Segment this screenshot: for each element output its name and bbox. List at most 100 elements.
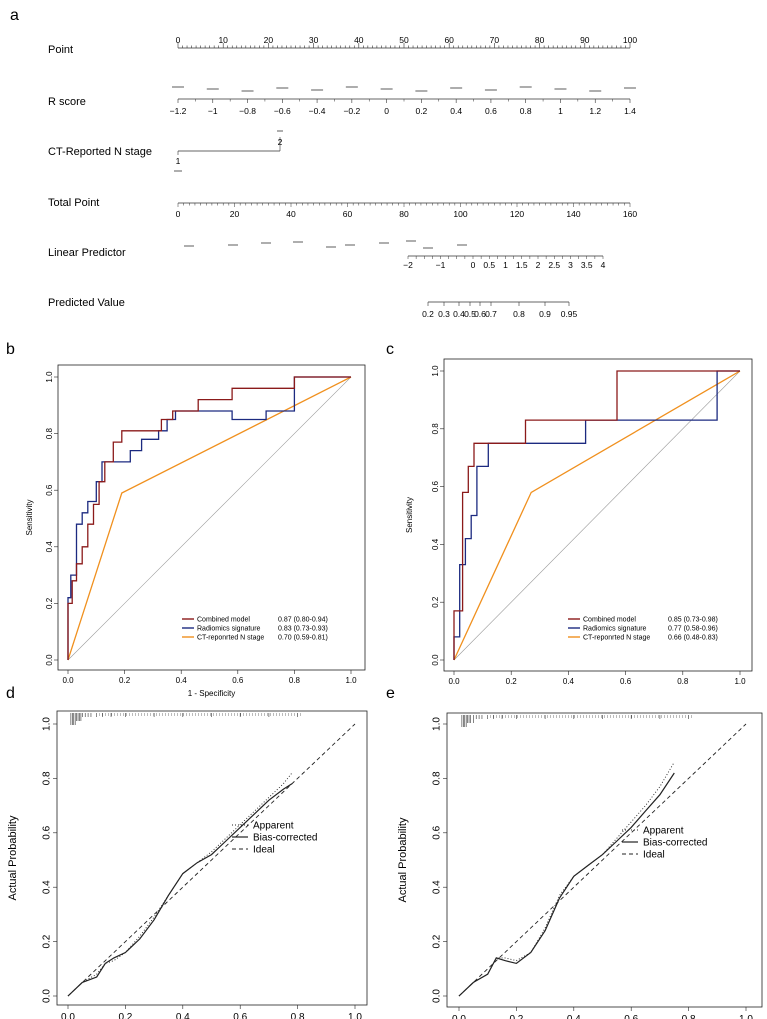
roc-chart-validation: 0.0 0.2 0.4 0.6 0.8 1.0 0.0 0.2 0.4 0.6 0.8 1.0 Sens… xyxy=(405,358,753,686)
x-tick-label: 1.0 xyxy=(345,676,357,685)
y-axis-label: Sensitivity xyxy=(25,499,34,535)
point-tick-label: 70 xyxy=(490,35,500,45)
total-tick-label: 160 xyxy=(623,209,637,219)
lp-tick-label: 3.5 xyxy=(581,260,593,270)
y-tick-label: 1.0 xyxy=(42,717,53,731)
legend-auc-value: 0.66 (0.48-0.83) xyxy=(668,635,718,642)
y-tick-label: 0.0 xyxy=(431,654,440,666)
y-tick-label: 1.0 xyxy=(432,717,443,731)
lp-tick-label: 2.5 xyxy=(548,260,560,270)
rscore-tick-label: 0 xyxy=(384,106,389,116)
legend-series-name: Radiomics signature xyxy=(197,626,261,633)
total-tick-label: 20 xyxy=(230,209,240,219)
ct-level-label: 2 xyxy=(278,137,283,147)
pv-tick-label: 0.7 xyxy=(485,309,497,319)
legend-auc-value: 0.87 (0.80-0.94) xyxy=(278,617,328,624)
y-tick-label: 0.6 xyxy=(432,825,443,839)
calibration-series-line xyxy=(67,783,293,997)
pv-tick-label: 0.6 xyxy=(474,309,486,319)
lp-tick-label: 1.5 xyxy=(516,260,528,270)
roc-series-line xyxy=(453,370,740,660)
nomogram-row-label-pv: Predicted Value xyxy=(48,297,125,309)
legend-series-name: Ideal xyxy=(643,850,665,861)
point-tick-label: 0 xyxy=(176,35,181,45)
legend-series-name: Bias-corrected xyxy=(643,838,707,849)
x-tick-label: 0.2 xyxy=(118,1012,132,1019)
nomogram-row-label-total: Total Point xyxy=(48,197,99,209)
x-tick-label: 0.4 xyxy=(176,1012,190,1019)
roc-chart-training: 0.0 0.2 0.4 0.6 0.8 1.0 0.0 0.2 0.4 0.6 0.8 1.0 Sens… xyxy=(25,364,366,698)
legend-auc-value: 0.83 (0.73-0.93) xyxy=(278,626,328,633)
point-tick-label: 40 xyxy=(354,35,364,45)
point-tick-label: 10 xyxy=(218,35,228,45)
x-tick-label: 0.6 xyxy=(624,1014,638,1019)
x-tick-label: 0.6 xyxy=(620,677,632,686)
y-tick-label: 1.0 xyxy=(45,371,54,383)
rscore-tick-label: 0.2 xyxy=(415,106,427,116)
x-tick-label: 0.2 xyxy=(509,1014,523,1019)
point-tick-label: 90 xyxy=(580,35,590,45)
nomogram-row-label-lp: Linear Predictor xyxy=(48,247,126,259)
x-axis-label: 1 - Specificity xyxy=(188,689,236,698)
nomogram-row-label-point: Point xyxy=(48,44,73,56)
legend-series-name: Combined model xyxy=(583,617,636,624)
lp-tick-label: 0.5 xyxy=(483,260,495,270)
panel-label-a: a xyxy=(10,7,19,24)
point-tick-label: 20 xyxy=(264,35,274,45)
pv-tick-label: 0.95 xyxy=(561,309,578,319)
panel-label-c: c xyxy=(386,341,394,358)
y-axis-label: Actual Probability xyxy=(7,815,19,900)
rscore-tick-label: 1.4 xyxy=(624,106,636,116)
x-tick-label: 0.8 xyxy=(682,1014,696,1019)
x-tick-label: 1.0 xyxy=(739,1014,753,1019)
point-tick-label: 30 xyxy=(309,35,319,45)
roc-series-line xyxy=(67,376,352,661)
x-tick-label: 0.6 xyxy=(232,676,244,685)
legend-series-name: Apparent xyxy=(643,826,684,837)
roc-series-line xyxy=(67,376,351,660)
total-tick-label: 40 xyxy=(286,209,296,219)
lp-tick-label: −2 xyxy=(403,260,413,270)
rscore-tick-label: 1 xyxy=(558,106,563,116)
legend-series-name: CT-reponrted N stage xyxy=(197,635,264,642)
plot-frame xyxy=(443,358,753,672)
x-tick-label: 0.2 xyxy=(506,677,518,686)
rscore-tick-label: 0.8 xyxy=(520,106,532,116)
rscore-tick-label: 1.2 xyxy=(589,106,601,116)
plot-frame xyxy=(446,712,763,1008)
lp-tick-label: 0 xyxy=(471,260,476,270)
x-tick-label: 0.2 xyxy=(119,676,131,685)
rscore-tick-label: −1.2 xyxy=(170,106,187,116)
y-tick-label: 0.8 xyxy=(432,771,443,785)
legend-series-name: Apparent xyxy=(253,821,294,832)
y-tick-label: 0.6 xyxy=(45,484,54,496)
x-tick-label: 0.4 xyxy=(563,677,575,686)
total-tick-label: 80 xyxy=(399,209,409,219)
y-axis-label: Sensitivity xyxy=(405,497,414,533)
reference-diagonal xyxy=(67,376,352,661)
point-tick-label: 100 xyxy=(623,35,637,45)
x-tick-label: 0.0 xyxy=(61,1012,75,1019)
calibration-series-line xyxy=(67,772,293,997)
rscore-tick-label: 0.6 xyxy=(485,106,497,116)
panel-label-d: d xyxy=(6,685,15,702)
reference-diagonal xyxy=(453,370,741,661)
pv-tick-label: 0.5 xyxy=(464,309,476,319)
y-tick-label: 0.6 xyxy=(431,480,440,492)
legend-series-name: Ideal xyxy=(253,845,275,856)
plot-frame xyxy=(57,364,366,671)
calibration-series-line xyxy=(458,723,747,997)
rscore-tick-label: −0.2 xyxy=(343,106,360,116)
rscore-tick-label: −0.6 xyxy=(274,106,291,116)
x-tick-label: 1.0 xyxy=(348,1012,362,1019)
y-tick-label: 0.4 xyxy=(432,880,443,894)
rscore-tick-label: −0.4 xyxy=(309,106,326,116)
pv-tick-label: 0.4 xyxy=(453,309,465,319)
pv-tick-label: 0.2 xyxy=(422,309,434,319)
lp-tick-label: 1 xyxy=(503,260,508,270)
point-tick-label: 50 xyxy=(399,35,409,45)
panel-label-b: b xyxy=(6,341,15,358)
y-tick-label: 0.0 xyxy=(432,989,443,1003)
total-tick-label: 140 xyxy=(566,209,580,219)
